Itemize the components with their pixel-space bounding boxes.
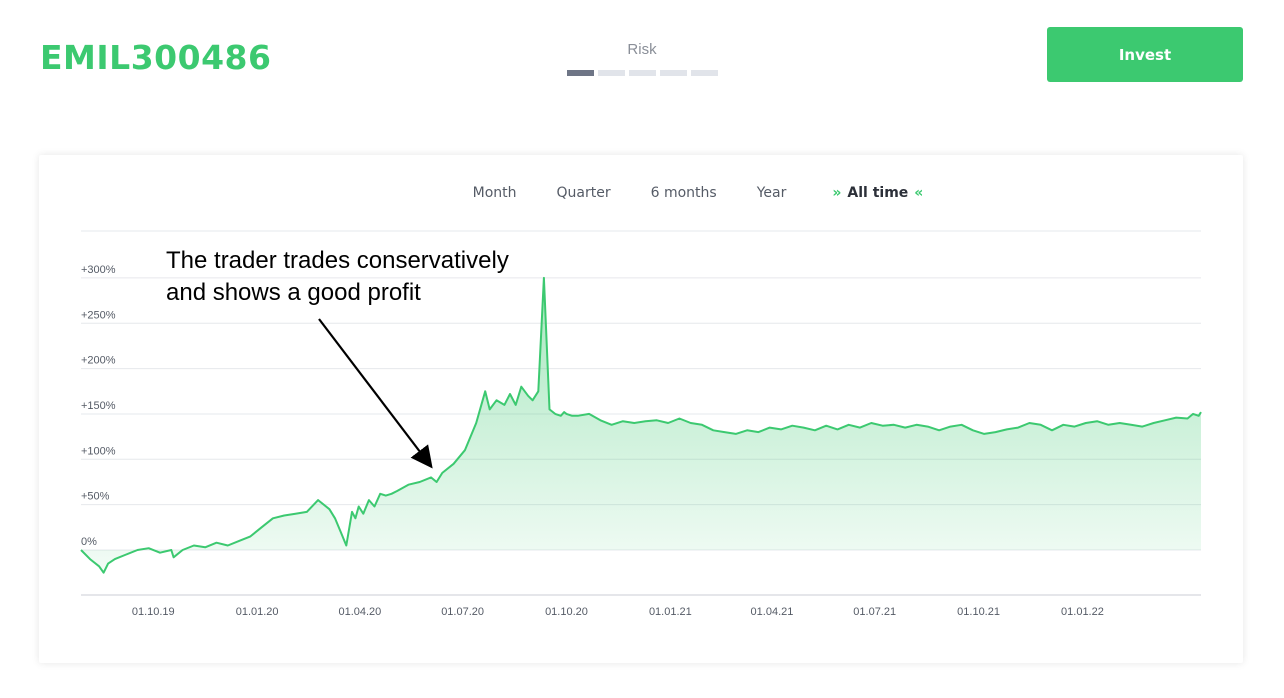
y-tick-label: +200% xyxy=(81,355,116,367)
x-tick-label: 01.07.20 xyxy=(441,606,484,618)
risk-indicator: Risk xyxy=(563,41,721,76)
y-tick-label: 0% xyxy=(81,536,97,548)
x-tick-label: 01.10.19 xyxy=(132,606,175,618)
x-tick-label: 01.10.20 xyxy=(545,606,588,618)
tab-all-time[interactable]: » All time « xyxy=(806,185,949,201)
annotation-text: The trader trades conservatively and sho… xyxy=(166,245,509,309)
period-tabs: Month Quarter 6 months Year » All time « xyxy=(39,185,1243,201)
risk-bar-1 xyxy=(566,70,594,76)
x-axis: 01.10.19 01.01.20 01.04.20 01.07.20 01.10.20… xyxy=(132,606,1104,618)
risk-bar-4 xyxy=(659,70,687,76)
profit-area xyxy=(81,277,1201,573)
tab-label: Year xyxy=(756,185,787,201)
y-tick-label: +150% xyxy=(81,400,116,412)
trader-name: EMIL300486 xyxy=(40,38,272,77)
x-tick-label: 01.07.21 xyxy=(853,606,896,618)
x-tick-label: 01.04.21 xyxy=(751,606,794,618)
annotation-arrow xyxy=(318,318,433,469)
annotation-line-1: The trader trades conservatively xyxy=(166,247,509,274)
risk-bar-3 xyxy=(628,70,656,76)
annotation-line-2: and shows a good profit xyxy=(166,279,421,306)
active-marker-left: » xyxy=(832,185,842,201)
profit-chart: +300% +250% +200% +150% +100% +50% 0% 01.10.19… xyxy=(80,230,1202,618)
y-tick-label: +250% xyxy=(81,309,116,321)
profit-line xyxy=(80,276,1202,574)
x-tick-label: 01.01.22 xyxy=(1061,606,1104,618)
y-tick-label: +50% xyxy=(81,491,110,503)
tab-6-months[interactable]: 6 months xyxy=(631,185,737,201)
tab-month[interactable]: Month xyxy=(453,185,537,201)
risk-label: Risk xyxy=(627,41,657,58)
chart-card: Month Quarter 6 months Year » All time « +300%… xyxy=(39,155,1243,663)
tab-year[interactable]: Year xyxy=(737,185,807,201)
tab-label: Month xyxy=(472,185,517,201)
risk-bar-2 xyxy=(597,70,625,76)
tab-label: Quarter xyxy=(556,185,611,201)
tab-quarter[interactable]: Quarter xyxy=(537,185,631,201)
chart-area xyxy=(80,276,1202,574)
x-tick-label: 01.01.20 xyxy=(236,606,279,618)
x-tick-label: 01.10.21 xyxy=(957,606,1000,618)
x-tick-label: 01.01.21 xyxy=(649,606,692,618)
y-tick-label: +300% xyxy=(81,264,116,276)
y-axis: +300% +250% +200% +150% +100% +50% 0% xyxy=(81,264,116,548)
active-marker-right: « xyxy=(914,185,924,201)
invest-button[interactable]: Invest xyxy=(1047,27,1243,82)
x-tick-label: 01.04.20 xyxy=(338,606,381,618)
y-tick-label: +100% xyxy=(81,445,116,457)
risk-bars xyxy=(563,70,721,76)
risk-bar-5 xyxy=(690,70,718,76)
tab-label: All time xyxy=(847,185,909,201)
tab-label: 6 months xyxy=(650,185,717,201)
